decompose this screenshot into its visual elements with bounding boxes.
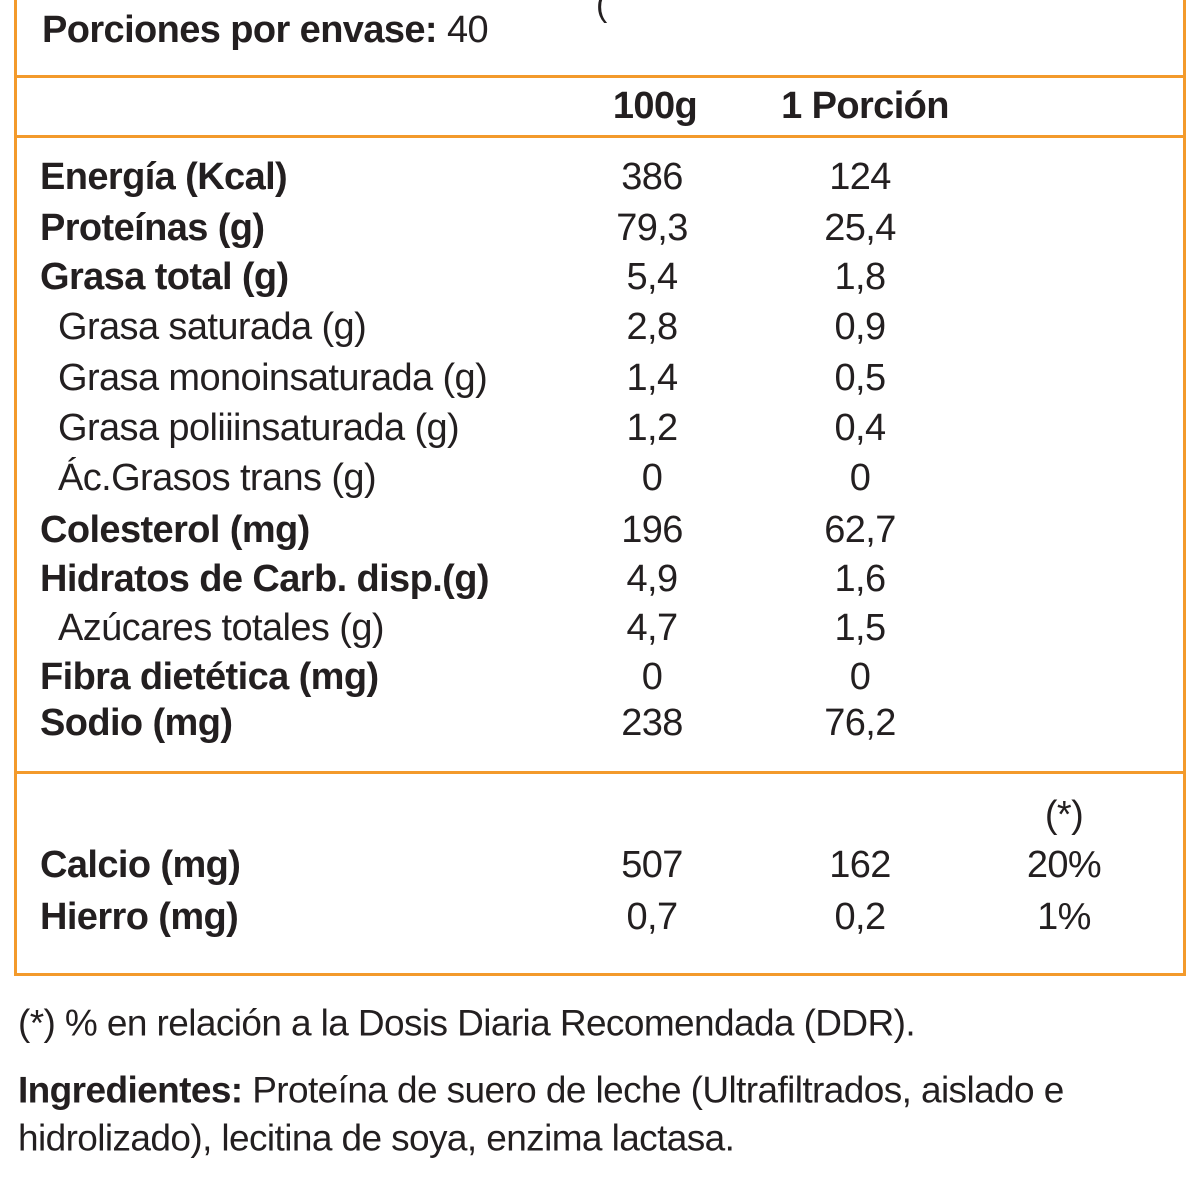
nutrient-label: Hidratos de Carb. disp.(g) [40,558,489,600]
mineral-value-100g: 0,7 [626,896,678,938]
ingredients-text-1: Proteína de suero de leche (Ultrafiltrad… [252,1069,1064,1111]
nutrient-label: Grasa monoinsaturada (g) [58,357,488,399]
column-header-serving: 1 Porción [781,85,949,127]
divider-minerals [14,771,1186,774]
nutrient-value-serving: 0,5 [834,357,886,399]
nutrient-value-serving: 124 [829,156,891,198]
nutrient-value-serving: 1,5 [834,607,886,649]
nutrient-value-100g: 79,3 [616,207,688,249]
nutrient-label: Proteínas (g) [40,207,265,249]
nutrient-value-100g: 0 [641,457,663,499]
nutrient-label: Colesterol (mg) [40,509,310,551]
nutrient-value-100g: 386 [621,156,683,198]
nutrient-value-serving: 0,4 [834,407,886,449]
nutrient-label: Grasa total (g) [40,256,289,298]
nutrient-label: Energía (Kcal) [40,156,288,198]
nutrient-value-serving: 25,4 [824,207,896,249]
nutrient-value-100g: 196 [621,509,683,551]
divider-top [14,75,1186,78]
mineral-label: Calcio (mg) [40,844,241,886]
nutrient-value-100g: 238 [621,702,683,744]
servings-value: 40 [446,9,489,51]
nutrient-value-serving: 0,9 [834,306,886,348]
nutrient-value-100g: 0 [641,656,663,698]
nutrient-value-serving: 62,7 [824,509,896,551]
nutrient-label: Ác.Grasos trans (g) [58,457,377,499]
nutrition-table-border [14,0,1186,976]
nutrient-value-100g: 4,9 [626,558,678,600]
nutrient-label: Sodio (mg) [40,702,233,744]
nutrient-value-100g: 1,4 [626,357,678,399]
nutrient-value-serving: 1,6 [834,558,886,600]
nutrient-label: Grasa poliiinsaturada (g) [58,407,460,449]
mineral-value-serving: 0,2 [834,896,886,938]
servings-per-container: Porciones por envase: 40 [42,9,489,51]
ingredients-line-2: hidrolizado), lecitina de soya, enzima l… [18,1117,735,1159]
mineral-value-ddr: 20% [1026,844,1102,886]
mineral-value-serving: 162 [829,844,891,886]
nutrient-value-100g: 1,2 [626,407,678,449]
mineral-label: Hierro (mg) [40,896,239,938]
ddr-column-header: (*) [1044,794,1084,836]
ddr-footnote: (*) % en relación a la Dosis Diaria Reco… [18,1002,916,1044]
nutrient-value-100g: 2,8 [626,306,678,348]
divider-header [14,135,1186,138]
nutrient-value-serving: 0 [849,656,871,698]
nutrient-value-100g: 5,4 [626,256,678,298]
cropped-header-fragment: ( [596,0,608,24]
mineral-value-100g: 507 [621,844,683,886]
nutrient-value-serving: 76,2 [824,702,896,744]
column-header-100g: 100g [612,85,698,127]
nutrient-value-100g: 4,7 [626,607,678,649]
ingredients-label: Ingredientes: [18,1069,243,1111]
servings-label: Porciones por envase: [42,9,438,51]
nutrient-value-serving: 1,8 [834,256,886,298]
mineral-value-ddr: 1% [1037,896,1091,938]
nutrient-value-serving: 0 [849,457,871,499]
ingredients-line-1: Ingredientes: Proteína de suero de leche… [18,1072,1064,1109]
nutrient-label: Fibra dietética (mg) [40,656,379,698]
nutrient-label: Azúcares totales (g) [58,607,385,649]
nutrient-label: Grasa saturada (g) [58,306,367,348]
